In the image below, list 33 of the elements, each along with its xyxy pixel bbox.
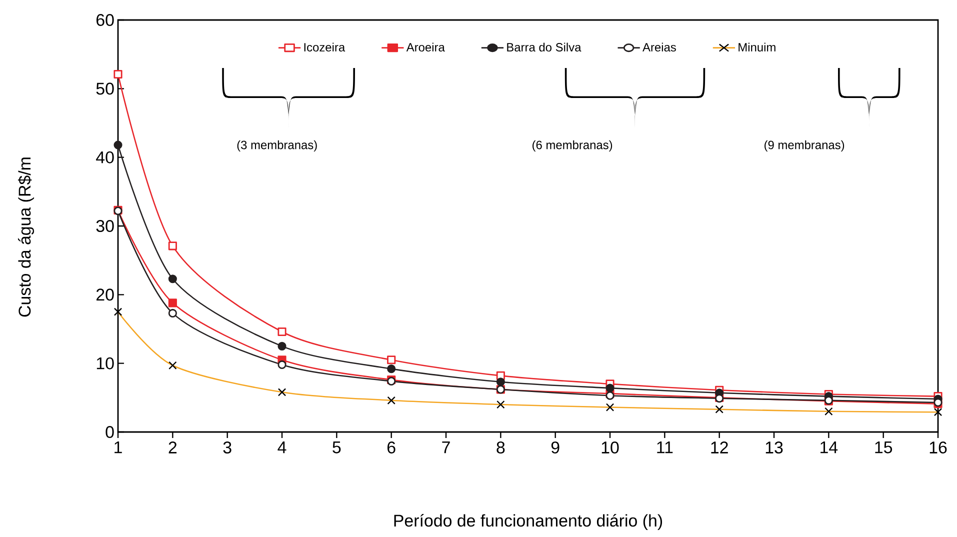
x-tick-label: 15 [875, 441, 892, 454]
annotation: (6 membranas) [532, 140, 612, 152]
x-axis-title: Período de funcionamento diário (h) [394, 514, 662, 530]
legend-label: Minuim [738, 42, 776, 52]
x-tick-label: 6 [387, 441, 396, 454]
x-tick-label: 5 [332, 441, 341, 454]
y-tick-label: 30 [96, 220, 114, 232]
y-tick-label: 50 [96, 82, 114, 95]
x-tick-label: 2 [168, 441, 177, 454]
legend-label: Aroeira [406, 42, 445, 52]
annotation: (3 membranas) [237, 140, 317, 152]
y-tick-label: 20 [96, 288, 114, 301]
x-tick-label: 9 [551, 441, 560, 454]
y-tick-label: 40 [96, 151, 114, 164]
y-tick-label: 0 [106, 426, 114, 438]
x-tick-label: 7 [442, 441, 450, 454]
x-tick-label: 10 [602, 441, 619, 454]
x-tick-label: 4 [278, 441, 286, 454]
x-tick-label: 12 [711, 441, 728, 454]
y-axis-title: Custo da água (R$/m [18, 158, 34, 317]
legend-label: Barra do Silva [507, 42, 582, 52]
y-tick-label: 60 [96, 14, 114, 26]
legend-label: Areias [642, 42, 676, 52]
x-tick-label: 16 [930, 441, 947, 454]
x-tick-label: 8 [496, 441, 505, 454]
x-tick-label: 13 [766, 441, 783, 454]
y-tick-label: 10 [96, 357, 114, 370]
x-tick-label: 14 [820, 441, 838, 454]
annotation: (9 membranas) [764, 140, 844, 152]
x-tick-label: 3 [223, 441, 232, 454]
x-tick-label: 1 [114, 441, 122, 454]
x-tick-label: 11 [657, 441, 673, 454]
legend-label: Icozeira [304, 42, 346, 52]
